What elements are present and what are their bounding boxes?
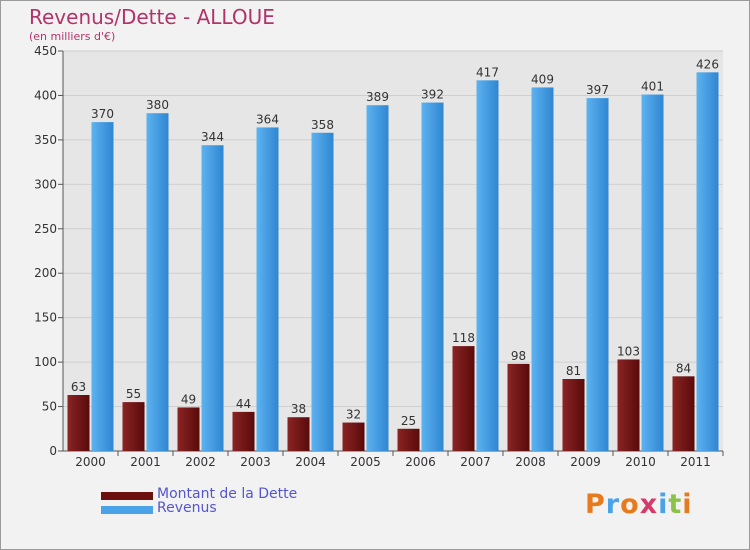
bar-dette: [177, 407, 200, 451]
data-label-dette: 63: [71, 380, 86, 394]
y-tick-label: 50: [42, 400, 57, 414]
chart-subtitle: (en milliers d'€): [29, 30, 116, 43]
bar-dette: [342, 422, 365, 451]
y-tick-label: 350: [34, 133, 57, 147]
y-tick-label: 100: [34, 355, 57, 369]
bar-dette: [397, 428, 420, 451]
y-tick-label: 450: [34, 44, 57, 58]
bar-revenus: [311, 132, 334, 451]
y-tick-label: 400: [34, 88, 57, 102]
data-label-revenus: 358: [311, 118, 334, 132]
x-tick-label: 2003: [240, 455, 271, 469]
x-tick-label: 2004: [295, 455, 326, 469]
logo-letter: o: [620, 489, 640, 520]
bar-dette: [507, 363, 530, 451]
legend-label-dette: Montant de la Dette: [157, 486, 298, 502]
logo-letter: P: [585, 489, 606, 520]
data-label-dette: 55: [126, 387, 141, 401]
legend-swatch-dette: [101, 492, 153, 500]
legend-swatch-revenus: [101, 506, 153, 514]
plot-area: [63, 51, 723, 451]
y-tick-label: 0: [49, 444, 57, 458]
data-label-dette: 118: [452, 331, 475, 345]
data-label-revenus: 397: [586, 83, 609, 97]
bar-dette: [562, 379, 585, 451]
bar-dette: [232, 411, 255, 451]
bar-revenus: [586, 98, 609, 451]
y-tick-label: 150: [34, 311, 57, 325]
data-label-dette: 81: [566, 364, 581, 378]
y-tick-label: 200: [34, 266, 57, 280]
bar-revenus: [91, 122, 114, 451]
x-tick-label: 2001: [130, 455, 161, 469]
y-tick-label: 250: [34, 222, 57, 236]
x-tick-label: 2002: [185, 455, 216, 469]
data-label-dette: 98: [511, 349, 526, 363]
bar-revenus: [696, 72, 719, 451]
data-label-dette: 44: [236, 397, 251, 411]
x-tick-label: 2000: [75, 455, 106, 469]
bar-dette: [287, 417, 310, 451]
bar-revenus: [476, 80, 499, 451]
data-label-revenus: 392: [421, 88, 444, 102]
logo-letter: i: [682, 489, 693, 520]
x-tick-label: 2006: [405, 455, 436, 469]
bar-revenus: [256, 127, 279, 451]
logo-letter: x: [639, 489, 659, 520]
y-tick-label: 300: [34, 177, 57, 191]
data-label-revenus: 364: [256, 112, 279, 126]
data-label-revenus: 389: [366, 90, 389, 104]
data-label-revenus: 344: [201, 130, 224, 144]
data-label-dette: 32: [346, 408, 361, 422]
logo-letter: r: [605, 489, 621, 520]
bar-dette: [67, 395, 90, 451]
bar-revenus: [641, 94, 664, 452]
data-label-revenus: 401: [641, 80, 664, 94]
bar-dette: [122, 402, 145, 451]
logo-letter: t: [668, 489, 683, 520]
proxiti-logo: Proxiti: [585, 489, 693, 520]
data-label-dette: 49: [181, 392, 196, 406]
x-tick-label: 2010: [625, 455, 656, 469]
x-tick-label: 2009: [570, 455, 601, 469]
bar-revenus: [366, 105, 389, 451]
data-label-revenus: 409: [531, 72, 554, 86]
x-tick-label: 2011: [680, 455, 711, 469]
legend-label-revenus: Revenus: [157, 500, 217, 516]
data-label-revenus: 417: [476, 65, 499, 79]
x-tick-label: 2007: [460, 455, 491, 469]
bar-revenus: [421, 102, 444, 452]
data-label-dette: 103: [617, 344, 640, 358]
data-label-dette: 38: [291, 402, 306, 416]
bar-dette: [617, 359, 640, 451]
data-label-dette: 25: [401, 414, 416, 428]
data-label-revenus: 380: [146, 98, 169, 112]
bar-revenus: [146, 113, 169, 451]
bar-dette: [452, 346, 475, 451]
data-label-dette: 84: [676, 361, 691, 375]
data-label-revenus: 426: [696, 57, 719, 71]
logo-letter: i: [658, 489, 669, 520]
bar-dette: [672, 376, 695, 451]
x-tick-label: 2008: [515, 455, 546, 469]
chart-title: Revenus/Dette - ALLOUE: [29, 5, 275, 29]
data-label-revenus: 370: [91, 107, 114, 121]
bar-revenus: [201, 145, 224, 451]
x-tick-label: 2005: [350, 455, 381, 469]
bar-revenus: [531, 87, 554, 451]
